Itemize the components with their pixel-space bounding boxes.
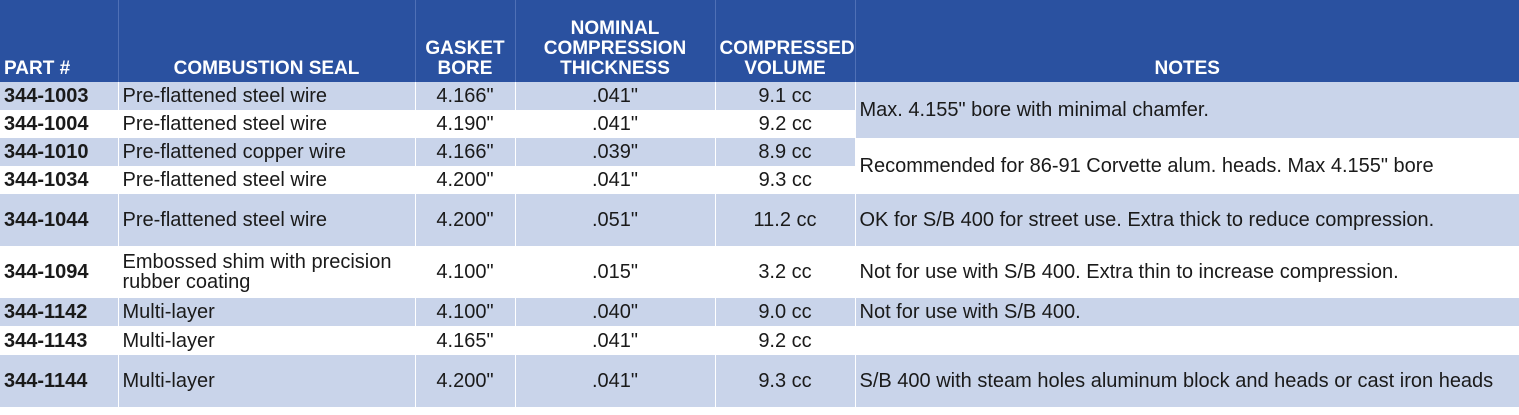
part-number: 344-1010 — [0, 138, 119, 166]
header-thickness-line1: NOMINAL — [570, 18, 660, 39]
header-part: PART # — [0, 0, 119, 82]
combustion-seal: Multi-layer — [118, 326, 416, 355]
gasket-bore: 4.200" — [415, 166, 516, 194]
compression-thickness: .041" — [515, 82, 716, 110]
header-thickness: NOMINAL COMPRESSION THICKNESS — [515, 0, 716, 82]
table-row: 344-1144 Multi-layer 4.200" .041" 9.3 cc… — [0, 355, 1519, 407]
compressed-volume: 9.2 cc — [715, 110, 855, 138]
compressed-volume: 9.1 cc — [715, 82, 856, 110]
header-notes: NOTES — [855, 0, 1519, 82]
compression-thickness: .039" — [515, 138, 716, 166]
part-number: 344-1143 — [0, 326, 119, 355]
notes-cell — [855, 326, 1519, 355]
notes-cell: OK for S/B 400 for street use. Extra thi… — [855, 194, 1519, 246]
notes-cell: Max. 4.155" bore with minimal chamfer. — [855, 82, 1519, 138]
part-number: 344-1144 — [0, 355, 119, 407]
notes-cell: Not for use with S/B 400. Extra thin to … — [855, 246, 1519, 298]
notes-cell: Recommended for 86-91 Corvette alum. hea… — [855, 138, 1519, 194]
table-row: 344-1004 Pre-flattened steel wire 4.190"… — [0, 110, 1519, 138]
compression-thickness: .040" — [515, 298, 716, 326]
combustion-seal: Pre-flattened steel wire — [118, 166, 416, 194]
notes-cell: Not for use with S/B 400. — [855, 298, 1519, 326]
header-row: PART # COMBUSTION SEAL GASKET BORE NOMINA… — [0, 0, 1519, 82]
table-row: 344-1044 Pre-flattened steel wire 4.200"… — [0, 194, 1519, 246]
header-gasket-bore-line2: BORE — [437, 58, 493, 79]
header-gasket-bore: GASKET BORE — [415, 0, 516, 82]
combustion-seal: Multi-layer — [118, 298, 416, 326]
table-row: 344-1142 Multi-layer 4.100" .040" 9.0 cc… — [0, 298, 1519, 326]
part-number: 344-1004 — [0, 110, 119, 138]
header-thickness-line2: COMPRESSION — [543, 38, 687, 59]
compression-thickness: .041" — [515, 355, 716, 407]
combustion-seal: Embossed shim with precision rubber coat… — [118, 246, 416, 298]
combustion-seal: Pre-flattened steel wire — [118, 194, 416, 246]
combustion-seal: Pre-flattened copper wire — [118, 138, 416, 166]
compressed-volume: 8.9 cc — [715, 138, 856, 166]
gasket-bore: 4.100" — [415, 298, 516, 326]
compression-thickness: .041" — [515, 326, 716, 355]
part-number: 344-1044 — [0, 194, 119, 246]
header-volume: COMPRESSED VOLUME — [715, 0, 856, 82]
compressed-volume: 11.2 cc — [715, 194, 856, 246]
compressed-volume: 9.3 cc — [715, 355, 856, 407]
table-row: 344-1034 Pre-flattened steel wire 4.200"… — [0, 166, 1519, 194]
gasket-bore: 4.100" — [415, 246, 516, 298]
gasket-bore: 4.190" — [415, 110, 516, 138]
table-row: 344-1003 Pre-flattened steel wire 4.166"… — [0, 82, 1519, 138]
compression-thickness: .015" — [515, 246, 716, 298]
compression-thickness: .041" — [515, 110, 716, 138]
table-row: 344-1094 Embossed shim with precision ru… — [0, 246, 1519, 298]
compression-thickness: .051" — [515, 194, 716, 246]
table-row: 344-1010 Pre-flattened copper wire 4.166… — [0, 138, 1519, 194]
combustion-seal: Pre-flattened steel wire — [118, 110, 416, 138]
compressed-volume: 9.0 cc — [715, 298, 856, 326]
notes-cell: S/B 400 with steam holes aluminum block … — [855, 355, 1519, 407]
table-row: 344-1143 Multi-layer 4.165" .041" 9.2 cc — [0, 326, 1519, 355]
compression-thickness: .041" — [515, 166, 716, 194]
gasket-bore: 4.200" — [415, 194, 516, 246]
combustion-seal: Pre-flattened steel wire — [118, 82, 416, 110]
part-number: 344-1094 — [0, 246, 119, 298]
header-volume-line1: COMPRESSED — [719, 38, 855, 59]
gasket-bore: 4.165" — [415, 326, 516, 355]
gasket-bore: 4.166" — [415, 138, 516, 166]
compressed-volume: 9.3 cc — [715, 166, 855, 194]
header-gasket-bore-line1: GASKET — [425, 38, 505, 59]
header-volume-line2: VOLUME — [744, 58, 826, 79]
gasket-bore: 4.200" — [415, 355, 516, 407]
header-thickness-line3: THICKNESS — [560, 58, 670, 79]
header-combustion-seal: COMBUSTION SEAL — [118, 0, 416, 82]
compressed-volume: 9.2 cc — [715, 326, 856, 355]
compressed-volume: 3.2 cc — [715, 246, 856, 298]
combustion-seal: Multi-layer — [118, 355, 416, 407]
part-number: 344-1034 — [0, 166, 119, 194]
gasket-bore: 4.166" — [415, 82, 516, 110]
part-number: 344-1003 — [0, 82, 119, 110]
part-number: 344-1142 — [0, 298, 119, 326]
